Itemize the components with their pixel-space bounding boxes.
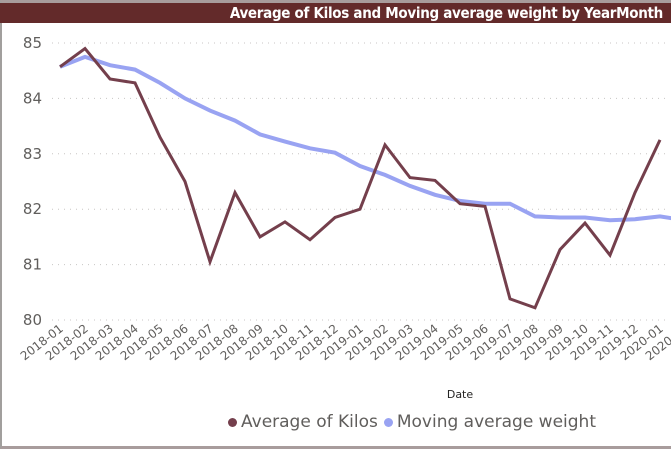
y-tick-label: 85 [23,34,42,52]
data-point-moving-average[interactable] [607,217,613,223]
data-point-moving-average[interactable] [232,118,238,124]
data-point-kilos[interactable] [507,296,513,302]
data-point-moving-average[interactable] [507,201,513,207]
data-point-kilos[interactable] [557,247,563,253]
data-point-kilos[interactable] [282,219,288,225]
x-axis-label: Date [447,388,474,401]
data-point-kilos[interactable] [357,206,363,212]
data-point-moving-average[interactable] [657,213,663,219]
series-line-moving-average[interactable] [59,54,671,223]
gridlines [52,42,668,321]
data-point-kilos[interactable] [332,215,338,221]
data-point-kilos[interactable] [232,190,238,196]
data-point-moving-average[interactable] [382,172,388,178]
data-point-kilos[interactable] [482,203,488,209]
legend-label: Moving average weight [396,412,596,432]
data-point-moving-average[interactable] [557,215,563,221]
data-point-kilos[interactable] [657,137,663,143]
legend: Average of Kilos Moving average weight [228,410,602,434]
y-tick-label: 82 [23,200,42,218]
chart-title: Average of Kilos and Moving average weig… [229,4,663,22]
y-axis-ticks: 80 81 82 83 84 85 [23,34,42,329]
data-point-kilos[interactable] [457,201,463,207]
data-point-moving-average[interactable] [307,145,313,151]
data-point-moving-average[interactable] [332,150,338,156]
data-point-kilos[interactable] [407,175,413,181]
data-point-moving-average[interactable] [432,192,438,198]
data-point-kilos[interactable] [57,64,63,70]
data-point-moving-average[interactable] [132,67,138,73]
data-point-moving-average[interactable] [182,95,188,101]
data-point-moving-average[interactable] [407,183,413,189]
data-point-kilos[interactable] [532,305,538,311]
data-point-kilos[interactable] [82,46,88,52]
data-point-moving-average[interactable] [157,80,163,86]
data-point-moving-average[interactable] [82,54,88,60]
x-axis-ticks: 2018-012018-022018-032018-042018-052018-… [18,321,671,363]
y-tick-label: 84 [23,89,42,107]
data-point-kilos[interactable] [307,237,313,243]
y-tick-label: 80 [23,311,42,329]
data-point-kilos[interactable] [182,179,188,185]
data-point-kilos[interactable] [382,142,388,148]
data-point-moving-average[interactable] [282,139,288,145]
data-point-kilos[interactable] [107,76,113,82]
data-point-moving-average[interactable] [582,215,588,221]
data-point-kilos[interactable] [432,177,438,183]
data-point-kilos[interactable] [582,220,588,226]
legend-dot-icon [228,417,237,427]
data-point-moving-average[interactable] [532,213,538,219]
legend-label: Average of Kilos [241,412,378,432]
chart-title-bar: Average of Kilos and Moving average weig… [0,3,671,23]
y-tick-label: 83 [23,145,42,163]
series-line-average-kilos[interactable] [59,46,662,310]
legend-item-moving-average[interactable]: Moving average weight [383,412,596,432]
series-lines [57,46,671,311]
data-point-moving-average[interactable] [107,62,113,68]
data-point-kilos[interactable] [157,134,163,140]
data-point-kilos[interactable] [607,252,613,258]
y-tick-label: 81 [23,256,42,274]
data-point-moving-average[interactable] [632,216,638,222]
legend-dot-icon [383,417,393,427]
legend-item-kilos[interactable]: Average of Kilos [228,412,378,432]
data-point-kilos[interactable] [132,80,138,86]
data-point-kilos[interactable] [257,234,263,240]
data-point-kilos[interactable] [207,259,213,265]
data-point-moving-average[interactable] [257,131,263,137]
data-point-moving-average[interactable] [357,163,363,169]
data-point-moving-average[interactable] [207,108,213,114]
data-point-kilos[interactable] [632,190,638,196]
